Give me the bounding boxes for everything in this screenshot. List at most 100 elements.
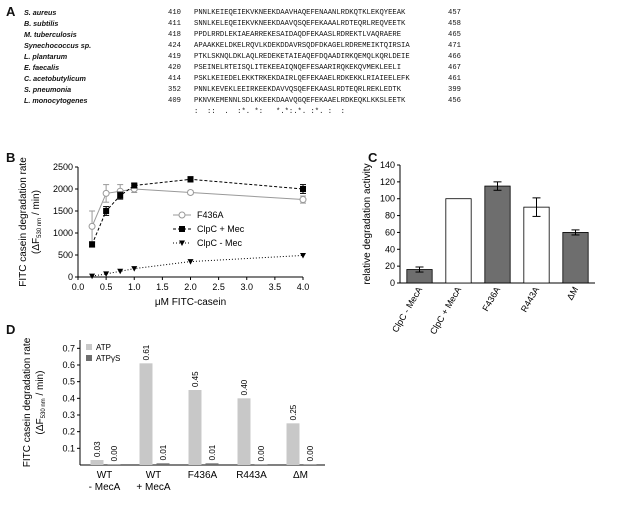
sequence-end: 466: [448, 53, 461, 61]
y-tick-label: 140: [380, 160, 395, 170]
y-axis-label-units: (ΔF530 nm / min): [31, 190, 43, 254]
data-point: [88, 222, 96, 230]
data-point: [103, 271, 110, 277]
data-point: [103, 208, 110, 214]
data-point: [187, 176, 194, 183]
y-tick-label: 500: [58, 250, 73, 260]
data-point: [131, 266, 138, 272]
sequence: PPDLRRDLEKIAEARREKESAIDAQDFEKAASLRDREKTL…: [194, 31, 402, 39]
y-tick-label: 1500: [53, 206, 73, 216]
sequence-end: 458: [448, 20, 461, 28]
species-name: S. pneumonia: [24, 85, 72, 94]
series-line: [91, 178, 304, 245]
category-label: R443A: [519, 285, 541, 314]
data-label: 0.01: [159, 444, 168, 460]
panel-label-a: A: [6, 4, 16, 19]
sequence: APAAKKELDKELRQVLKDEKDDAVRSQDFDKAGELRDREM…: [194, 42, 410, 50]
data-label: 0.25: [289, 404, 298, 420]
sequence-start: 414: [168, 75, 181, 83]
bar: [286, 423, 300, 465]
x-tick-label: 0.0: [72, 282, 85, 292]
data-label: 0.00: [110, 445, 119, 461]
y-tick-label: 40: [385, 244, 395, 254]
y-tick-label: 80: [385, 211, 395, 221]
category-label: R443A: [236, 470, 267, 481]
data-label: 0.40: [240, 379, 249, 395]
consensus-symbols: : :: . :*. *: *.*:.*. :*. : :: [194, 108, 345, 116]
bar: [188, 390, 202, 465]
legend-marker: [179, 240, 185, 246]
bar: [562, 232, 589, 284]
bar: [484, 185, 511, 284]
y-tick-label: 0: [68, 272, 73, 282]
y-tick-label: 0.3: [62, 410, 75, 420]
data-point: [187, 259, 194, 265]
y-tick-label: 0: [390, 278, 395, 288]
y-axis-label-units: (ΔF530 nm / min): [35, 371, 47, 435]
bar: [139, 363, 153, 465]
data-point: [131, 182, 138, 189]
y-tick-label: 0.6: [62, 360, 75, 370]
x-tick-label: 4.0: [297, 282, 310, 292]
legend-swatch: [86, 355, 92, 361]
data-label: 0.03: [93, 441, 102, 457]
data-label: 0.45: [191, 371, 200, 387]
y-tick-label: 0.7: [62, 343, 75, 353]
y-tick-label: 0.5: [62, 377, 75, 387]
y-tick-label: 100: [380, 194, 395, 204]
data-point: [117, 268, 124, 275]
data-point: [102, 189, 110, 197]
bar: [254, 464, 268, 465]
x-tick-label: 2.5: [212, 282, 225, 292]
legend-label: ATPγS: [96, 354, 120, 363]
panel-label-c: C: [368, 150, 378, 165]
bar: [523, 206, 550, 284]
sequence-start: 410: [168, 9, 181, 17]
species-name: S. aureus: [24, 8, 57, 17]
sequence: PSKLKEIEDELEKKTRKEKDAIRLQEFEKAAELRDKEKKL…: [194, 75, 410, 83]
y-tick-label: 2500: [53, 162, 73, 172]
bar: [303, 464, 317, 465]
data-point: [300, 252, 306, 259]
sequence: PNNLKEIEQEIEKVKNEEKDAAVHAQEFENAANLRDKQTK…: [194, 9, 406, 17]
legend-swatch: [86, 344, 92, 350]
y-axis-label: FITC casein degradation rate: [18, 157, 29, 287]
x-axis-label: μM FITC-casein: [155, 297, 226, 308]
legend-label: ClpC + Mec: [197, 224, 245, 234]
bar: [205, 463, 219, 465]
legend-label: ClpC - Mec: [197, 238, 243, 248]
sequence-start: 424: [168, 42, 181, 50]
sequence: PNNLKEVEKLEEIRKEEKDAVVQSQEFEKAASLRDTEQRL…: [194, 86, 402, 94]
x-tick-label: 1.0: [128, 282, 141, 292]
y-axis-label: FITC casein degradation rate: [22, 337, 33, 467]
category-label-sub: + MecA: [136, 482, 171, 493]
data-label: 0.61: [142, 344, 151, 360]
bar: [90, 460, 104, 465]
y-tick-label: 0.2: [62, 427, 75, 437]
chart-c: 0 20 40 60 80 100 120 140 relative degradation a…: [362, 160, 595, 335]
sequence-end: 467: [448, 64, 461, 72]
category-label: WT: [146, 470, 162, 481]
sequence-start: 420: [168, 64, 181, 72]
panel-label-d: D: [6, 322, 16, 337]
category-label: ClpC + MecA: [428, 285, 463, 335]
x-tick-label: 1.5: [156, 282, 169, 292]
species-name: L. plantarum: [24, 52, 68, 61]
sequence: PKNVKEMENNLSDLKKEEKDAAVQGQEFEKAAELRDKEQK…: [194, 97, 406, 105]
y-tick-label: 2000: [53, 184, 73, 194]
data-point: [89, 241, 96, 248]
data-point: [300, 186, 306, 192]
sequence-end: 461: [448, 75, 461, 83]
series-line: [91, 254, 304, 277]
chart-b: 0 500 1000 1500 2000 2500 0.0 0.5 1.0 1.5 2.0 2.5 3.…: [18, 157, 310, 308]
species-name: Synechococcus sp.: [24, 41, 92, 50]
data-label: 0.00: [306, 445, 315, 461]
sequence: PTKLSKNQLDKLAQLREDEKETAIEAQEFDQAADIRKQEM…: [194, 53, 410, 61]
bar: [237, 398, 251, 465]
category-label: ΔM: [293, 470, 308, 481]
y-tick-label: 0.1: [62, 443, 75, 453]
sequence-start: 411: [168, 20, 181, 28]
y-axis-label: relative degradation activity: [362, 163, 373, 284]
y-tick-label: 20: [385, 261, 395, 271]
species-name: M. tuberculosis: [24, 30, 77, 39]
